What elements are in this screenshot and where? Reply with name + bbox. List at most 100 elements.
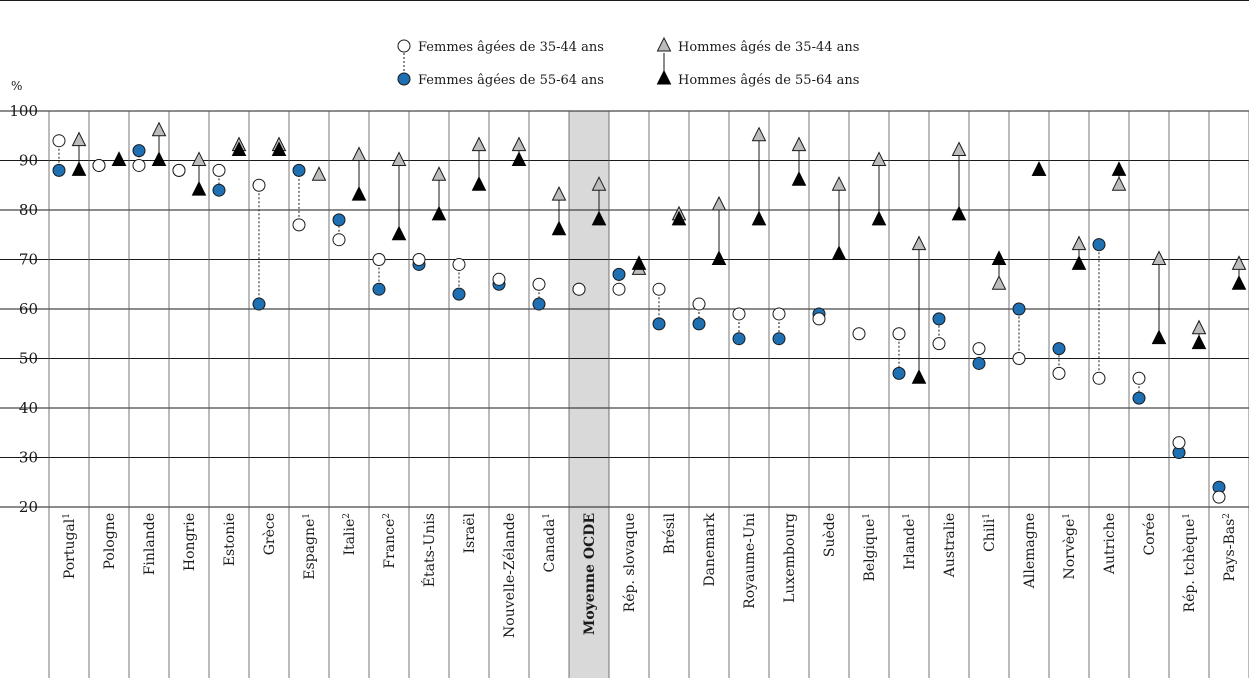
legend-men-55-64-marker [656,69,672,85]
y-axis-tick-labels: 20 30 40 50 60 70 80 90 100 [9,102,38,516]
category-label: Hongrie [182,513,198,571]
women-35-44-point [292,218,306,232]
women-35-44-point [1132,371,1146,385]
men-35-44-point [511,136,527,152]
category-label: Danemark [702,512,718,586]
men-55-64-point [1191,334,1207,350]
men-55-64-point [1031,161,1047,176]
y-tick-label: 40 [19,399,38,417]
men-55-64-point [591,210,607,226]
women-55-64-point [1092,238,1106,252]
women-55-64-point [932,312,946,326]
men-55-64-point [1071,255,1087,270]
women-55-64-point [52,163,66,177]
men-35-44-point [1111,176,1127,191]
y-tick-label: 70 [19,251,38,269]
men-55-64-point [191,181,207,196]
women-35-44-point [1212,490,1226,504]
category-label: Rép. tchèque1 [1182,513,1198,612]
women-55-64-point [212,183,226,197]
category-label: Finlande [142,513,158,575]
men-55-64-point [1111,161,1127,176]
men-35-44-point [1071,235,1087,251]
women-35-44-point [1172,436,1186,450]
category-label: Irlande1 [902,513,918,570]
men-55-64-point [71,161,87,176]
men-35-44-point [151,121,167,137]
women-35-44-point [732,307,746,321]
legend: Femmes âgées de 35-44 ans Hommes âgés de … [397,36,859,88]
women-55-64-point [1012,302,1026,316]
y-tick-label: 30 [19,449,38,467]
women-55-64-point [732,332,746,346]
women-35-44-point [332,233,346,247]
category-label: Nouvelle-Zélande [502,513,518,638]
men-35-44-point [191,151,207,166]
women-35-44-point [812,312,826,326]
men-35-44-point [551,185,567,201]
men-55-64-point [391,225,407,241]
women-35-44-point [1092,371,1106,385]
men-55-64-point [791,171,807,186]
men-35-44-point [791,136,807,152]
category-label: Italie2 [342,513,358,555]
men-35-44-point [591,176,607,191]
men-55-64-point [231,141,247,157]
category-label: Estonie [222,513,238,566]
men-55-64-point [871,210,887,226]
women-55-64-point [292,163,306,177]
women-35-44-point [132,158,146,172]
men-55-64-point [991,250,1007,265]
category-label: Norvège1 [1062,513,1078,580]
category-label: Allemagne [1022,513,1038,589]
women-35-44-point [532,277,546,291]
legend-women-55-64-label: Femmes âgées de 55-64 ans [418,73,604,88]
men-55-64-point [471,176,487,191]
y-tick-label: 20 [19,498,38,516]
category-label: Australie [942,513,958,578]
men-35-44-point [471,136,487,152]
women-55-64-point [452,287,466,301]
men-55-64-point [711,250,727,265]
men-35-44-point [431,166,447,181]
women-35-44-point [212,163,226,177]
y-tick-label: 100 [9,102,38,120]
women-35-44-point [492,272,506,286]
category-label: Brésil [662,512,678,554]
category-label: Moyenne OCDE [582,513,598,635]
women-35-44-point [372,253,386,266]
women-35-44-point [692,297,706,311]
category-label: Canada1 [542,513,558,572]
category-label: Espagne1 [302,513,318,580]
men-35-44-point [311,166,327,181]
women-35-44-point [452,257,466,271]
legend-women-35-44-marker [397,39,411,53]
category-label: Portugal1 [62,513,78,579]
category-separators [48,111,1249,678]
women-35-44-point [972,342,986,356]
y-tick-label: 50 [19,350,38,368]
women-35-44-point [52,134,66,148]
men-55-64-point [511,151,527,166]
men-55-64-point [351,185,367,201]
men-55-64-point [1231,275,1247,290]
highlight-band-layer [569,111,609,678]
category-label: Corée [1142,513,1158,555]
women-55-64-point [772,332,786,346]
category-label: Suède [822,513,838,557]
y-axis-unit-label: % [11,79,22,93]
women-35-44-point [412,253,426,266]
women-35-44-point [892,327,906,341]
men-55-64-point [671,210,687,226]
women-35-44-point [252,178,266,192]
women-55-64-point [692,317,706,331]
men-55-64-point [951,205,967,221]
women-55-64-point [132,144,146,158]
men-35-44-point [951,141,967,157]
category-label: Chili1 [982,513,998,552]
men-35-44-point [351,146,367,161]
category-label: Autriche [1102,513,1118,575]
men-55-64-point [911,369,927,384]
men-55-64-point [111,151,127,166]
legend-men-35-44-label: Hommes âgés de 35-44 ans [678,40,859,55]
